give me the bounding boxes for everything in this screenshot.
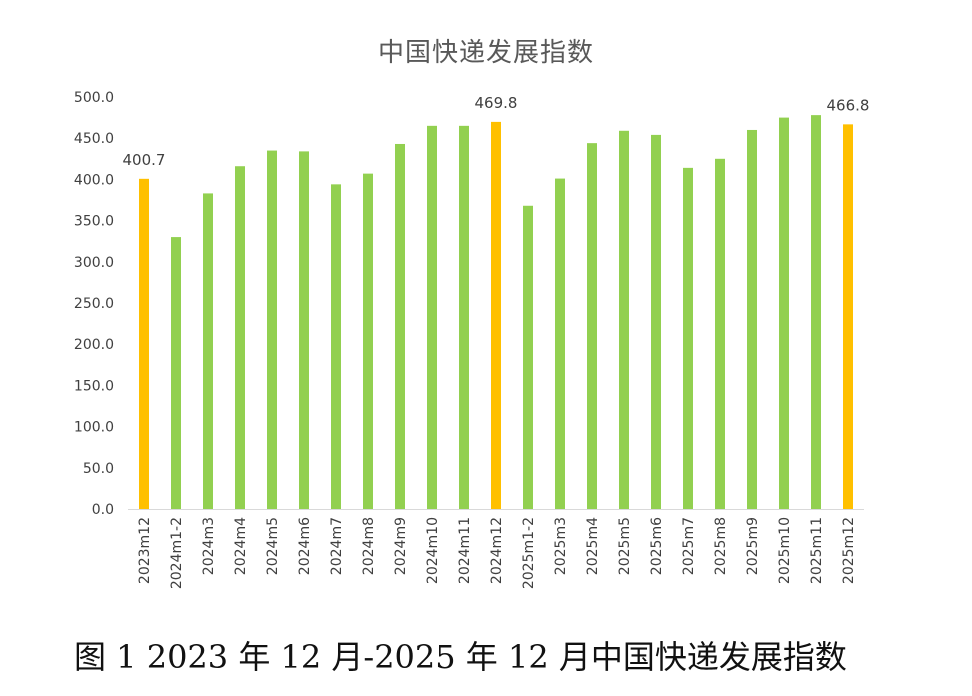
bar-2025m6	[651, 134, 661, 510]
x-tick-label: 2024m11	[457, 517, 473, 584]
x-tick-label: 2024m8	[361, 517, 377, 575]
y-tick-label: 400.0	[74, 172, 114, 188]
x-tick-label: 2025m11	[809, 517, 825, 584]
y-tick-label: 0.0	[92, 502, 114, 518]
y-tick-label: 100.0	[74, 420, 114, 436]
x-tick-label: 2025m4	[585, 517, 601, 575]
x-tick-label: 2025m6	[649, 517, 665, 575]
x-tick-label: 2025m8	[713, 517, 729, 575]
x-tick-label: 2024m12	[489, 517, 505, 584]
bar-2025m11	[811, 115, 821, 510]
x-tick-label: 2025m7	[681, 517, 697, 575]
bar-2025m10	[779, 117, 789, 509]
x-tick-label: 2025m12	[841, 517, 857, 584]
bar-2024m3	[203, 193, 213, 509]
x-tick-label: 2025m10	[777, 517, 793, 584]
y-tick-label: 150.0	[74, 378, 114, 394]
y-tick-label: 350.0	[74, 214, 114, 230]
bar-2024m7	[331, 184, 341, 509]
x-tick-label: 2025m9	[745, 517, 761, 575]
bar-2025m7	[683, 167, 693, 509]
x-tick-label: 2024m1-2	[169, 517, 185, 589]
x-tick-label: 2024m3	[201, 517, 217, 575]
y-tick-label: 50.0	[83, 461, 114, 477]
bar-2024m6	[299, 151, 309, 509]
x-tick-label: 2025m3	[553, 517, 569, 575]
bar-2024m8	[363, 173, 373, 509]
chart-title: 中国快递发展指数	[377, 38, 594, 68]
bar-2024m12	[491, 121, 501, 509]
bar-2025m5	[619, 130, 629, 509]
bar-2024m5	[267, 150, 277, 509]
x-tick-label: 2025m5	[617, 517, 633, 575]
y-tick-label: 200.0	[74, 337, 114, 353]
bar-2025m3	[555, 178, 565, 510]
bars-group	[139, 115, 853, 510]
y-axis: 0.0 50.0 100.0 150.0 200.0 250.0 300.0 350.0 400…	[74, 90, 114, 518]
y-tick-label: 250.0	[74, 296, 114, 312]
bar-2025m9	[747, 129, 757, 509]
bar-2025m12	[843, 124, 853, 509]
figure-caption: 图 1 2023 年 12 月-2025 年 12 月中国快递发展指数	[74, 638, 847, 676]
x-tick-label: 2024m5	[265, 517, 281, 575]
x-tick-label: 2024m6	[297, 517, 313, 575]
x-tick-label: 2025m1-2	[521, 517, 537, 589]
bar-2024m1-2	[171, 237, 181, 509]
y-tick-label: 500.0	[74, 90, 114, 106]
x-tick-label: 2024m4	[233, 517, 249, 575]
bar-2025m1-2	[523, 205, 533, 509]
y-tick-label: 300.0	[74, 255, 114, 271]
x-tick-label: 2024m7	[329, 517, 345, 575]
bar-2023m12	[139, 178, 149, 510]
y-tick-label: 450.0	[74, 131, 114, 147]
x-tick-label: 2023m12	[137, 517, 153, 584]
bar-2025m4	[587, 143, 597, 510]
bar-2024m10	[427, 125, 437, 509]
bar-2024m9	[395, 143, 405, 509]
data-label-2024m12: 469.8	[475, 94, 518, 112]
x-tick-label: 2024m10	[425, 517, 441, 584]
bar-2024m11	[459, 125, 469, 509]
data-label-2023m12: 400.7	[123, 151, 166, 169]
bar-2024m4	[235, 166, 245, 509]
data-labels-group: 400.7 469.8 466.8	[123, 94, 870, 169]
x-tick-label: 2024m9	[393, 517, 409, 575]
data-label-2025m12: 466.8	[827, 96, 870, 114]
x-axis: 2023m12 2024m1-2 2024m3 2024m4 2024m5 2024m6 2…	[137, 517, 857, 589]
bar-2025m8	[715, 158, 725, 510]
